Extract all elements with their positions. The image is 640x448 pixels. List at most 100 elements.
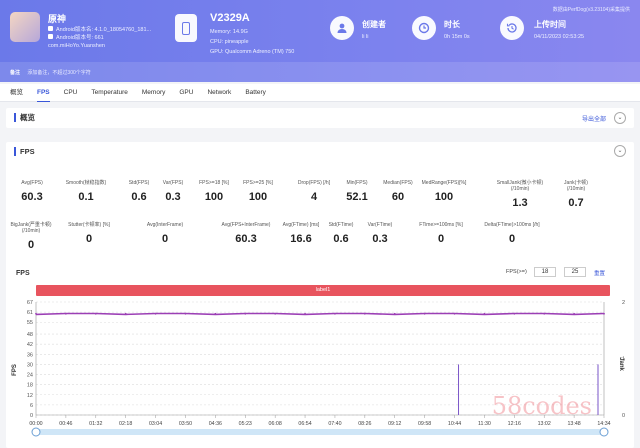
x-tick-label: 11:30 <box>478 421 491 427</box>
fps-point <box>423 312 426 315</box>
fps-metric: FPS>=25 [%] 100 <box>228 180 288 203</box>
fps-metric-label: Delta(FTime)>100ms [/h] <box>484 222 540 228</box>
fps-point <box>603 312 605 315</box>
perfdog-credit[interactable]: 数据由PerfDog(v3.23104)采集提供 <box>552 7 630 13</box>
x-tick-label: 02:18 <box>119 421 132 427</box>
device-gpu: GPU: Qualcomm Adreno (TM) 750 <box>210 49 295 55</box>
x-tick-label: 06:08 <box>269 421 282 427</box>
fps-metric-value: 60.3 <box>21 191 43 203</box>
fps-metric: SmallJank(微小卡顿) (/10min) 1.3 <box>490 180 550 209</box>
fps-metric: Var(FTime) 0.3 <box>355 222 405 245</box>
label-bar[interactable]: label1 <box>36 285 610 296</box>
watermark: 58codes <box>491 392 592 420</box>
fps-metric-value: 0 <box>161 233 169 245</box>
range-slider-handle-right <box>599 427 609 437</box>
clock-icon <box>412 16 436 40</box>
creator-value: li li <box>362 34 369 40</box>
fps-metric-value: 60.3 <box>235 233 257 245</box>
x-tick-label: 14:34 <box>597 421 610 427</box>
x-tick-label: 06:54 <box>298 421 311 427</box>
app-avatar <box>10 12 40 42</box>
fps-point <box>543 312 546 315</box>
report-header: 原神 Android版本名: 4.1.0_18054760_181... And… <box>0 0 640 82</box>
fps-point <box>184 312 187 315</box>
fps-metric-label: Stutter(卡顿率) [%] <box>68 222 110 228</box>
note-bar[interactable]: 备注 添加备注，不超过300个字符 <box>0 62 640 82</box>
fps-metric: Avg(FPS) 60.3 <box>2 180 62 203</box>
fps-metric-label: Avg(FTime) [ms] <box>282 222 320 228</box>
fps-metric: Drop(FPS) [/h] 4 <box>284 180 344 203</box>
y-tick-label: 55 <box>27 320 33 326</box>
x-tick-label: 13:48 <box>567 421 580 427</box>
fps-metric: Avg(FPS+InterFrame) 60.3 <box>204 222 288 245</box>
fps-point <box>363 312 366 315</box>
fps-metric-label: Var(FPS) <box>162 180 184 186</box>
fps-point <box>214 312 217 315</box>
y-tick-label: 48 <box>27 332 33 338</box>
y-tick-label: 30 <box>27 362 33 368</box>
fps-metric-label: BigJank(严重卡顿) (/10min) <box>10 222 52 234</box>
fps-metric-value: 100 <box>248 191 268 203</box>
tab-gpu[interactable]: GPU <box>179 88 194 96</box>
fps-metric: Std(FTime) 0.6 <box>316 222 366 245</box>
collapse-overview-button[interactable]: ⌄ <box>614 112 626 124</box>
fps-metric: MedRange(FPS)[%] 100 <box>414 180 474 203</box>
fps-metric-value: 0.6 <box>333 233 349 245</box>
fps-metric-label: Jank(卡顿) (/10min) <box>564 180 588 192</box>
fps-metric-value: 52.1 <box>346 191 368 203</box>
phone-icon <box>175 14 197 42</box>
fps-metric-value: 4 <box>310 191 318 203</box>
export-all-button[interactable]: 导出全部 <box>581 117 606 123</box>
y-tick-label: 18 <box>27 383 33 389</box>
note-value[interactable]: 添加备注，不超过300个字符 <box>27 70 91 76</box>
fps-point <box>483 312 486 315</box>
fps-metric: Std(FPS) 0.6 <box>109 180 169 203</box>
tab-fps[interactable]: FPS <box>37 84 50 102</box>
fps-metric: Avg(FTime) [ms] 16.6 <box>266 222 336 245</box>
tab-overview[interactable]: 概览 <box>10 88 23 96</box>
x-tick-label: 13:02 <box>538 421 551 427</box>
fps-metric-value: 100 <box>434 191 454 203</box>
fps-metric-label: MedRange(FPS)[%] <box>421 180 467 186</box>
y2-tick-label: 1 <box>622 357 625 363</box>
tab-network[interactable]: Network <box>207 88 232 96</box>
user-icon <box>330 16 354 40</box>
y-tick-label: 67 <box>27 300 33 306</box>
fps-metric: Var(FPS) 0.3 <box>143 180 203 203</box>
y-tick-label: 61 <box>27 310 33 316</box>
tab-memory[interactable]: Memory <box>141 88 166 96</box>
tab-temperature[interactable]: Temperature <box>91 88 128 96</box>
fps-metric-value: 0 <box>508 233 516 245</box>
x-tick-label: 09:58 <box>418 421 431 427</box>
fps-metric-label: Std(FPS) <box>128 180 150 186</box>
fps-metric-label: Var(FTime) <box>367 222 393 228</box>
reset-button[interactable]: 重置 <box>594 271 606 277</box>
fps-metric: Median(FPS) 60 <box>368 180 428 203</box>
y-axis-label: FPS <box>12 364 18 376</box>
y-tick-label: 42 <box>27 342 33 348</box>
tab-battery[interactable]: Battery <box>245 88 266 96</box>
duration-label: 时长 <box>444 20 460 29</box>
tab-cpu[interactable]: CPU <box>63 88 78 96</box>
fps-metric-label: Std(FTime) <box>328 222 354 228</box>
tab-bar: 概览 FPS CPU Temperature Memory GPU Networ… <box>0 84 640 102</box>
fps-point <box>274 312 277 315</box>
fps-metric: FTime>=100ms [%] 0 <box>406 222 476 245</box>
x-tick-label: 03:04 <box>149 421 162 427</box>
note-key: 备注 <box>10 70 21 76</box>
fps-metric: Stutter(卡顿率) [%] 0 <box>54 222 124 245</box>
x-tick-label: 10:44 <box>448 421 461 427</box>
fps-metric-label: FTime>=100ms [%] <box>419 222 463 228</box>
collapse-fps-button[interactable]: ⌄ <box>614 145 626 157</box>
fps-point <box>334 312 336 315</box>
creator-label: 创建者 <box>362 20 386 29</box>
x-tick-label: 05:23 <box>239 421 252 427</box>
x-tick-label: 12:16 <box>508 421 521 427</box>
fps-threshold-high-input[interactable]: 25 <box>564 267 586 277</box>
chevron-down-icon: ⌄ <box>617 115 623 121</box>
overview-panel: 概览 导出全部 ⌄ <box>6 108 634 128</box>
fps-metric-label: Median(FPS) <box>383 180 413 186</box>
fps-threshold-low-input[interactable]: 18 <box>534 267 556 277</box>
device-cpu: CPU: pineapple <box>210 39 249 45</box>
